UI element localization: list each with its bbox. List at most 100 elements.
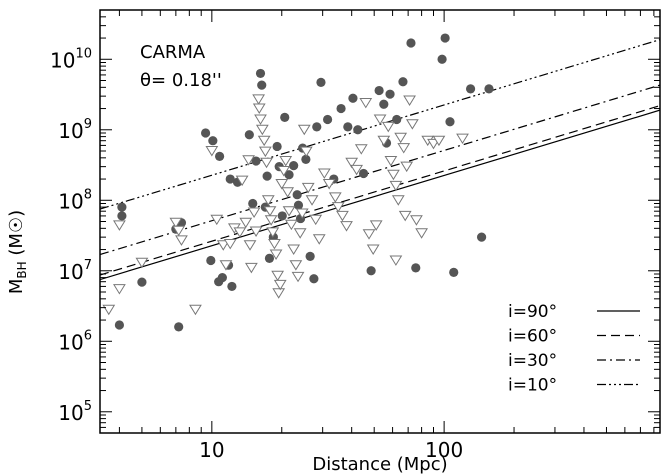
- open-triangle-point: [235, 175, 249, 187]
- open-triangle-point: [273, 279, 287, 291]
- open-triangle-point: [269, 249, 283, 260]
- open-triangle-point: [391, 195, 405, 206]
- filled-circle-point: [398, 77, 408, 87]
- open-triangle-point: [113, 284, 126, 295]
- open-triangle-point: [340, 221, 353, 232]
- x-tick-label: 10: [199, 438, 224, 462]
- legend-label: i=30°: [508, 351, 557, 371]
- filled-circle-point: [280, 112, 290, 122]
- filled-circle-point: [316, 77, 326, 87]
- sun-symbol: ☉: [6, 217, 27, 233]
- open-triangle-point: [389, 255, 403, 266]
- open-triangle-point: [233, 227, 247, 238]
- open-triangle-point: [389, 180, 403, 192]
- filled-circle-point: [114, 320, 125, 330]
- y-axis-label: MBH (M☉): [6, 210, 29, 294]
- filled-circle-point: [374, 85, 384, 96]
- open-triangle-point: [205, 146, 219, 157]
- open-triangle-point: [359, 97, 373, 109]
- open-triangle-point: [189, 304, 202, 316]
- open-triangle-point: [410, 215, 423, 226]
- open-triangle-point: [135, 257, 149, 269]
- filled-circle-point: [255, 68, 266, 79]
- open-triangle-point: [299, 146, 313, 158]
- open-triangle-point: [305, 195, 319, 206]
- filled-circle-point: [348, 93, 358, 103]
- open-triangle-point: [252, 103, 266, 115]
- open-triangle-point: [405, 119, 419, 130]
- open-triangle-point: [336, 210, 349, 222]
- open-triangle-point: [350, 164, 363, 176]
- filled-circle-point: [117, 202, 127, 212]
- open-triangle-point: [398, 210, 412, 222]
- open-triangle-point: [272, 288, 286, 299]
- filled-circle-point: [225, 174, 235, 184]
- filled-circle-point: [289, 161, 299, 171]
- filled-circle-point: [174, 322, 184, 332]
- open-triangle-point: [287, 244, 301, 256]
- filled-circle-point: [208, 136, 218, 146]
- open-triangle-point: [271, 270, 285, 282]
- filled-circle-point: [292, 190, 302, 200]
- open-triangle-point: [331, 202, 345, 213]
- open-triangle-point: [317, 168, 331, 179]
- open-triangle-point: [373, 114, 387, 125]
- open-triangle-point: [261, 195, 275, 206]
- model-line-dashdot: [100, 84, 660, 256]
- open-triangle-point: [328, 192, 342, 203]
- y-tick-label: 106: [58, 328, 92, 354]
- filled-circle-point: [215, 151, 225, 161]
- open-triangle-point: [415, 228, 428, 239]
- open-triangle-point: [169, 217, 183, 229]
- filled-circle-point: [353, 125, 363, 135]
- x-tick-label: 100: [425, 438, 463, 462]
- open-triangle-point: [172, 225, 186, 237]
- filled-circle-point: [343, 122, 353, 132]
- open-triangle-point: [366, 244, 380, 256]
- open-triangle-point: [301, 182, 315, 194]
- open-triangle-point: [403, 95, 416, 106]
- filled-circle-point: [284, 170, 294, 180]
- open-triangle-point: [254, 114, 267, 125]
- filled-circle-point: [322, 114, 333, 125]
- filled-circle-point: [264, 253, 275, 263]
- filled-circle-point: [200, 128, 211, 138]
- legend-label: i=60°: [508, 327, 557, 347]
- open-triangle-point: [362, 229, 376, 240]
- open-triangle-point: [113, 220, 126, 231]
- open-triangle-point: [252, 94, 266, 105]
- open-triangle-point: [456, 133, 469, 145]
- filled-circle-point: [305, 251, 315, 261]
- open-triangle-point: [377, 135, 391, 147]
- open-triangle-point: [297, 124, 311, 136]
- open-triangle-point: [102, 304, 116, 316]
- legend-label: i=10°: [508, 376, 557, 396]
- open-triangle-point: [277, 166, 291, 177]
- data-points: [102, 33, 494, 332]
- x-axis-label: Distance (Mpc): [312, 454, 447, 475]
- open-triangle-point: [210, 214, 224, 226]
- y-tick-label: 107: [58, 258, 92, 284]
- open-triangle-point: [275, 179, 289, 190]
- filled-circle-point: [449, 267, 459, 277]
- open-triangle-point: [309, 214, 323, 226]
- filled-circle-point: [217, 273, 227, 283]
- filled-circle-point: [385, 89, 395, 99]
- filled-circle-point: [465, 84, 476, 94]
- legend-label: i=90°: [508, 302, 557, 322]
- open-triangle-point: [216, 240, 230, 251]
- open-triangle-point: [384, 156, 398, 167]
- filled-circle-point: [137, 277, 147, 287]
- filled-circle-point: [244, 130, 254, 140]
- open-triangle-point: [284, 219, 298, 231]
- open-triangle-point: [397, 143, 411, 154]
- open-triangle-point: [432, 135, 446, 147]
- open-triangle-point: [312, 234, 326, 245]
- filled-circle-point: [301, 154, 311, 165]
- filled-circle-point: [277, 211, 287, 221]
- filled-circle-point: [312, 122, 322, 132]
- open-triangle-point: [257, 135, 271, 147]
- open-triangle-point: [289, 260, 303, 271]
- open-triangle-point: [295, 208, 309, 219]
